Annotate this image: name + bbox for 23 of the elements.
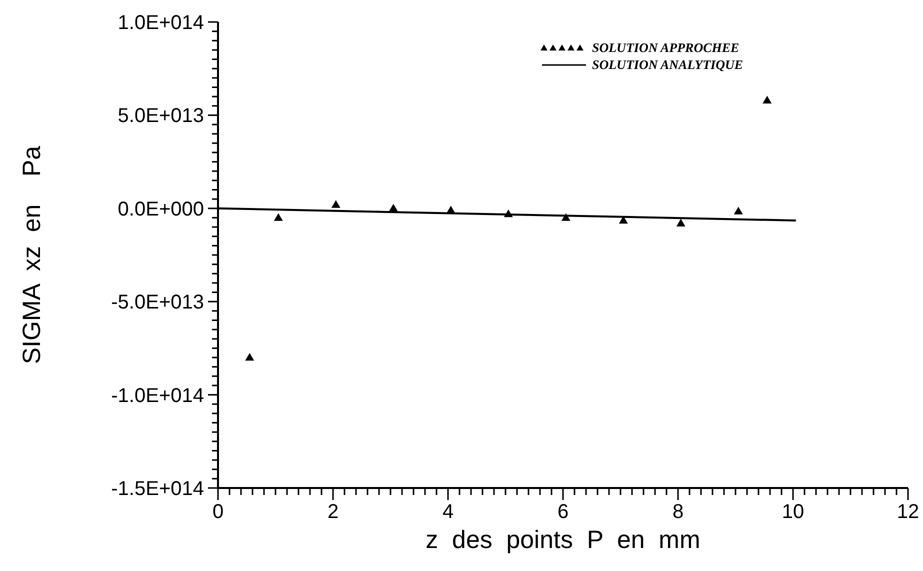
x-tick-label: 0 [212,501,224,523]
x-tick-label: 12 [896,501,920,523]
y-axis-title: SIGMA xz en Pa [18,146,46,364]
x-tick-label: 4 [442,501,454,523]
point [274,213,283,221]
x-tick-label: 2 [327,501,339,523]
y-tick-label: -1.5E+014 [111,478,204,500]
y-tick-label: 0.0E+000 [118,198,204,220]
point [734,206,743,214]
point [762,96,772,104]
y-tick-label: 1.0E+014 [118,12,204,34]
point [331,200,340,208]
point [245,353,254,361]
legend-label: SOLUTION ANALYTIQUE [592,57,744,72]
point [676,218,686,226]
x-tick-label: 8 [672,501,684,523]
y-tick-label: 5.0E+013 [118,105,204,128]
y-tick-label: -1.0E+014 [111,384,204,407]
y-tick-label: -5.0E+013 [111,292,204,314]
legend-label: SOLUTION APPROCHEE [592,40,740,55]
x-tick-label: 6 [557,501,569,523]
x-axis-title: z des points P en mm [426,526,700,554]
x-tick-label: 10 [782,501,804,523]
